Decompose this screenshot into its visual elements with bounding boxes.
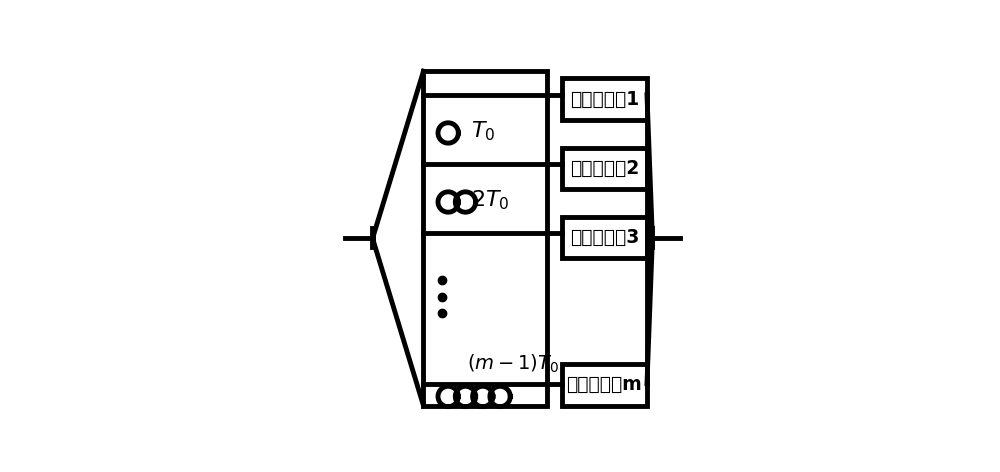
Text: 可调衰减劗m: 可调衰减劗m [566, 375, 642, 394]
Bar [562, 217, 647, 258]
Text: $(m-1)T_0$: $(m-1)T_0$ [467, 353, 559, 375]
Text: 可调衰减劗1: 可调衰减劗1 [570, 90, 639, 109]
Bar [423, 71, 547, 405]
Text: 可调衰减劗3: 可调衰减劗3 [570, 228, 639, 247]
Text: 可调衰减劗2: 可调衰减劗2 [570, 159, 639, 178]
Bar [562, 147, 647, 189]
Bar [562, 78, 647, 120]
Bar [562, 364, 647, 405]
Text: $2T_0$: $2T_0$ [471, 188, 509, 212]
Text: $T_0$: $T_0$ [471, 119, 495, 143]
